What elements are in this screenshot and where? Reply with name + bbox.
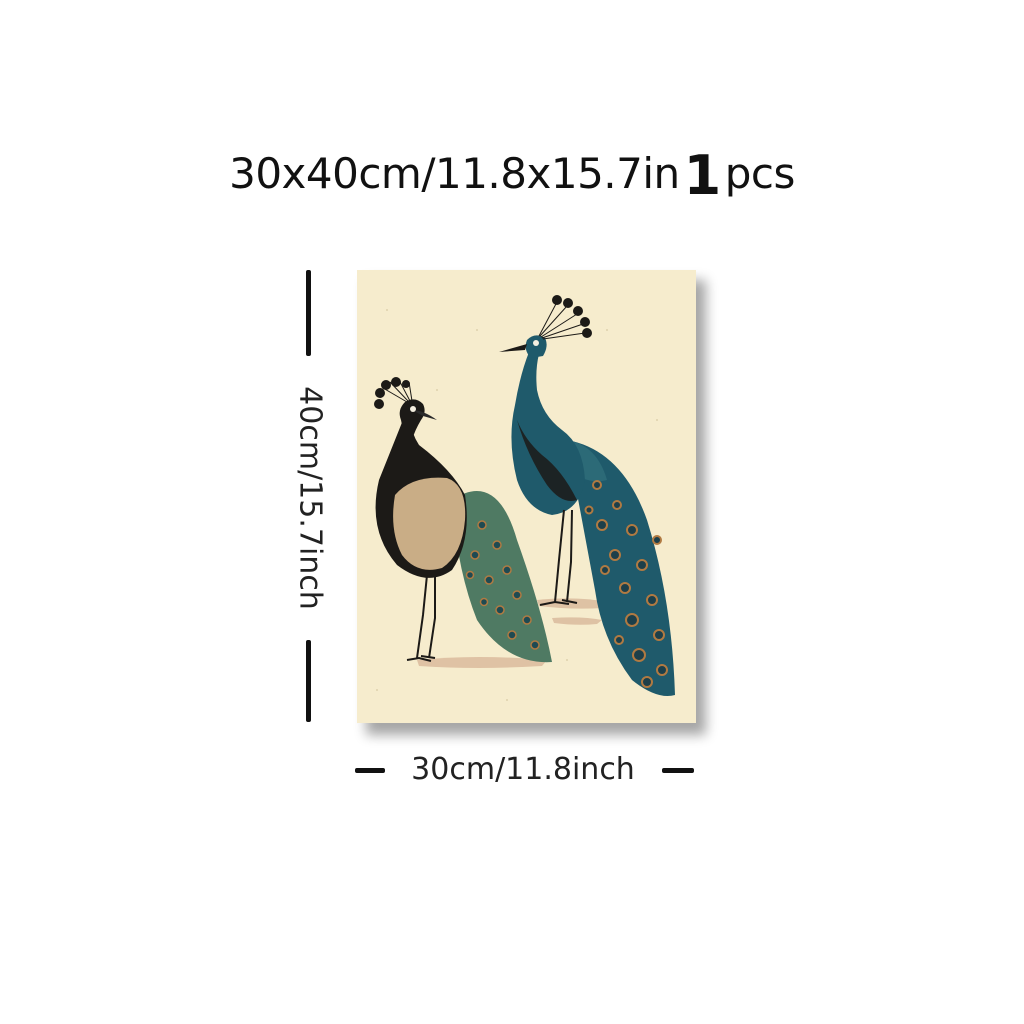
width-marker-left xyxy=(355,768,385,773)
right-crest xyxy=(538,301,586,340)
height-label: 40cm/15.7inch xyxy=(292,386,328,610)
right-peacock xyxy=(499,295,675,696)
size-title: 30x40cm/11.8x15.7in1pcs xyxy=(0,138,1024,207)
canvas-print xyxy=(357,270,696,723)
width-label: 30cm/11.8inch xyxy=(411,752,635,787)
width-marker-right xyxy=(662,768,694,773)
peacock-artwork xyxy=(374,295,675,701)
height-marker-top xyxy=(306,270,311,356)
left-peacock xyxy=(374,377,552,663)
quantity-unit: pcs xyxy=(724,149,796,198)
size-dimensions: 30x40cm/11.8x15.7in xyxy=(229,149,680,198)
height-marker-bottom xyxy=(306,640,311,722)
quantity-number: 1 xyxy=(683,144,722,207)
